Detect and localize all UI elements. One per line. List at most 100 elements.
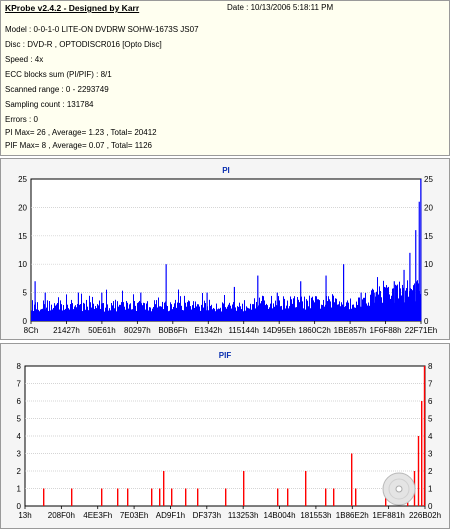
pi-bar: [172, 309, 173, 321]
pi-bar: [301, 296, 302, 321]
pif-bar: [185, 488, 187, 506]
pi-bar: [112, 305, 113, 321]
pi-bar: [418, 283, 419, 321]
pi-bar: [202, 292, 203, 321]
y-tick-label-left: 1: [17, 485, 22, 494]
pi-bar: [73, 309, 74, 321]
pi-bar: [199, 306, 200, 321]
pif-bar: [225, 488, 227, 506]
pi-bar: [108, 310, 109, 321]
info-scanned-range: Scanned range : 0 - 2293749: [5, 85, 109, 94]
pi-bar: [77, 303, 78, 321]
pi-bar: [83, 302, 84, 321]
pi-bar: [145, 309, 146, 321]
pi-bar: [100, 308, 101, 321]
pi-bar: [136, 310, 137, 321]
pi-bar: [40, 309, 41, 321]
pi-bar: [224, 294, 225, 321]
pi-bar: [53, 307, 54, 321]
pi-bar: [309, 295, 310, 321]
pi-bar: [165, 301, 166, 321]
pi-bar: [288, 308, 289, 321]
pi-bar: [219, 308, 220, 321]
pi-bar: [304, 296, 305, 321]
pi-bar: [330, 301, 331, 321]
pi-bar: [218, 308, 219, 321]
pi-peak-bar: [44, 292, 46, 321]
pi-peak-bar: [206, 292, 208, 321]
pi-bar: [71, 299, 72, 321]
pi-bar: [269, 307, 270, 321]
pi-bar: [238, 306, 239, 321]
pi-bar: [59, 309, 60, 321]
pi-bar: [43, 300, 44, 321]
pif-bar: [243, 471, 245, 506]
pi-peak-bar: [393, 281, 395, 321]
pi-bar: [60, 300, 61, 321]
info-disc: Disc : DVD-R , OPTODISCR016 [Opto Disc]: [5, 40, 162, 49]
pi-bar: [298, 299, 299, 321]
pi-bar: [295, 307, 296, 321]
pi-bar: [231, 308, 232, 321]
pi-bar: [213, 307, 214, 321]
pi-bar: [133, 294, 134, 321]
pi-bar: [174, 303, 175, 321]
pif-chart-panel: PIF 0 0 1 1 2 2 3 3 4 4 5 5 6 6 7 7 8 8 13h 208F0h 4EE3Fh 7E03…: [0, 343, 450, 529]
pi-bar: [122, 290, 123, 321]
pi-bar: [261, 301, 262, 321]
plot-area: [30, 178, 422, 322]
pi-bar: [160, 306, 161, 321]
x-tick-label: B0B6Fh: [158, 326, 187, 335]
pi-bar: [190, 306, 191, 321]
x-tick-label: 14B004h: [264, 511, 296, 520]
pi-bar: [359, 297, 360, 321]
y-tick-label-right: 7: [428, 380, 433, 389]
pi-bar: [233, 302, 234, 321]
pi-bar: [253, 304, 254, 321]
pi-bar: [320, 308, 321, 321]
y-tick-label-right: 15: [424, 232, 433, 241]
y-tick-label-left: 7: [17, 380, 22, 389]
pi-bar: [334, 302, 335, 321]
pi-bar: [363, 297, 364, 321]
pi-bar: [114, 308, 115, 321]
pi-bar: [393, 288, 394, 321]
x-tick-label: 80297h: [124, 326, 151, 335]
pi-bar: [151, 311, 152, 321]
pi-bar: [98, 305, 99, 321]
pi-bar: [237, 306, 238, 321]
pi-bar: [258, 305, 259, 321]
pi-bar: [331, 307, 332, 321]
y-tick-label-right: 0: [428, 502, 433, 511]
pi-bar: [31, 310, 32, 321]
info-speed: Speed : 4x: [5, 55, 44, 64]
x-tick-label: DF373h: [193, 511, 221, 520]
pi-bar: [223, 303, 224, 321]
pi-bar: [240, 306, 241, 321]
pi-bar: [157, 307, 158, 321]
pi-bar: [270, 303, 271, 321]
pi-bar: [271, 295, 272, 321]
pi-bar: [131, 309, 132, 321]
pi-bar: [268, 308, 269, 321]
pi-bar: [170, 302, 171, 321]
scan-date: Date : 10/13/2006 5:18:11 PM: [227, 3, 334, 12]
pif-bar: [325, 488, 327, 506]
pi-bar: [225, 307, 226, 321]
pi-bar: [414, 283, 415, 321]
pi-bar: [392, 288, 393, 321]
pi-bar: [82, 311, 83, 321]
pi-bar: [89, 295, 90, 321]
pi-bar: [354, 307, 355, 321]
pi-bar: [180, 296, 181, 321]
pi-bar: [55, 305, 56, 321]
pi-bar: [364, 297, 365, 321]
pi-bar: [385, 287, 386, 321]
pi-bar: [217, 309, 218, 321]
pi-bar: [280, 306, 281, 321]
pi-bar: [405, 290, 406, 321]
pi-bar: [232, 304, 233, 321]
pi-peak-bar: [374, 292, 376, 321]
pi-bar: [370, 294, 371, 321]
x-tick-label: 1EF881h: [372, 511, 404, 520]
